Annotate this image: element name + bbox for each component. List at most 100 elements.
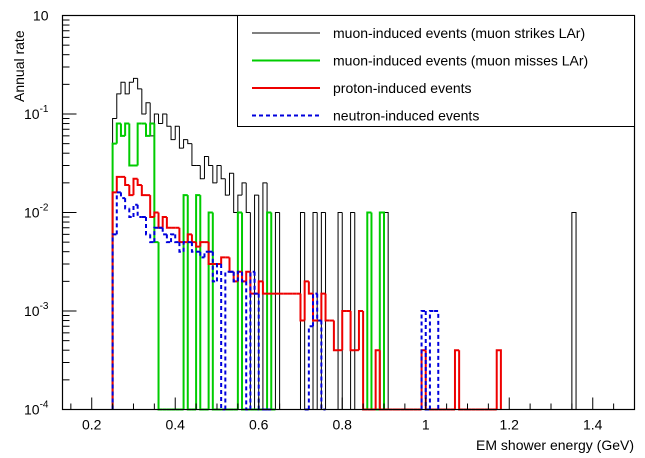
histogram-bin (241, 271, 247, 283)
histogram-bin (128, 208, 134, 219)
histogram-bin (249, 270, 255, 410)
x-tick-label: 0.6 (249, 417, 269, 433)
histogram-bin (116, 93, 121, 119)
histogram-bin (237, 194, 243, 213)
histogram-bin (241, 182, 247, 196)
histogram-bin (262, 182, 268, 410)
histogram-bin (299, 212, 305, 410)
histogram-bin (165, 234, 172, 244)
histogram-bin (245, 182, 251, 213)
histogram-bin (254, 194, 259, 410)
histogram-bin (132, 77, 138, 83)
x-axis-title: EM shower energy (GeV) (476, 437, 634, 453)
histogram-bin (186, 195, 192, 411)
series-2-histogram (111, 175, 502, 411)
histogram-bin (266, 182, 272, 213)
histogram-bin (320, 320, 326, 411)
histogram-bin (195, 194, 201, 410)
histogram-bin (132, 203, 138, 218)
histogram-bin (149, 234, 155, 244)
histogram-bin (420, 310, 426, 410)
histogram-bin (174, 125, 180, 140)
histogram-bin (191, 143, 197, 166)
histogram-bin (199, 165, 205, 180)
histogram-bin (195, 242, 201, 248)
x-tick-label: 1.2 (500, 417, 520, 433)
histogram-bin (153, 226, 159, 243)
histogram-bin (303, 280, 309, 321)
histogram-bin (190, 242, 197, 253)
histogram-bin (162, 113, 167, 124)
histogram-bin (141, 88, 146, 115)
histogram-bin (266, 211, 272, 410)
histogram-bin (357, 310, 364, 351)
histogram-bin (166, 114, 172, 127)
histogram-bin (136, 122, 142, 166)
histogram-bin (145, 102, 151, 114)
histogram-bin (495, 349, 502, 410)
histogram-bin (199, 241, 205, 247)
y-tick-exponent: -1 (40, 104, 49, 115)
histogram-bin (270, 212, 276, 411)
histogram-bin (170, 233, 176, 243)
histogram-bin (366, 211, 372, 410)
histogram-bin (178, 242, 184, 253)
legend: muon-induced events (muon strikes LAr) mu… (237, 15, 635, 127)
histogram-bin (187, 139, 192, 145)
histogram-bin (140, 185, 146, 197)
histogram-bin (199, 251, 205, 259)
histogram-bin (132, 177, 138, 196)
x-tick-label: 0.8 (333, 417, 353, 433)
histogram-bin (128, 81, 134, 94)
histogram-bin (232, 271, 238, 283)
histogram-bin (120, 81, 126, 94)
histogram-bin (261, 281, 268, 295)
histogram-bin (149, 195, 155, 219)
histogram-bin (149, 122, 155, 136)
histogram-bin (229, 172, 234, 196)
histogram-bin (128, 123, 134, 167)
histogram-bin (211, 251, 217, 283)
histogram-bin (161, 227, 167, 236)
histogram-bin (307, 281, 314, 295)
histogram-bin (245, 270, 251, 282)
histogram-bin (453, 349, 460, 410)
histogram-bin (174, 234, 180, 244)
x-axis: 0.2 0.4 0.6 0.8 1 1.2 1.4 (70, 397, 635, 433)
legend-label: muon-induced events (muon strikes LAr) (333, 25, 585, 41)
y-axis-title: Annual rate (11, 30, 27, 102)
histogram-bin (178, 126, 184, 149)
histogram-bin (299, 293, 305, 322)
histogram-bin (207, 242, 213, 265)
histogram-bin (115, 191, 121, 235)
histogram-bin (157, 242, 163, 411)
histogram-bin (332, 320, 339, 352)
histogram-bin (161, 216, 167, 228)
series-0-histogram (112, 77, 577, 410)
histogram-bin (220, 165, 226, 180)
histogram-bin (233, 173, 238, 213)
histogram-layer (111, 77, 577, 411)
histogram-bin (124, 198, 130, 210)
x-tick-label: 0.2 (82, 417, 102, 433)
legend-label: proton-induced events (333, 80, 472, 96)
x-tick-label: 1.4 (583, 417, 603, 433)
histogram-bin (216, 165, 222, 183)
histogram-bin (253, 271, 259, 295)
histogram-bin (203, 156, 209, 179)
histogram-bin (165, 217, 172, 229)
y-tick-exponent: -2 (40, 203, 49, 214)
histogram-bin (136, 178, 142, 187)
y-tick-label: 10 (33, 8, 49, 24)
histogram-bin (111, 233, 117, 410)
legend-label: neutron-induced events (333, 108, 479, 124)
histogram-bin (145, 217, 151, 236)
histogram-bin (207, 211, 213, 410)
histogram-bin (274, 212, 280, 410)
histogram-bin (186, 233, 192, 243)
histogram-bin (119, 192, 126, 200)
y-tick-exponent: -3 (40, 301, 49, 312)
histogram-bin (571, 212, 577, 410)
histogram-bin (312, 212, 318, 410)
histogram-bin (224, 270, 230, 410)
